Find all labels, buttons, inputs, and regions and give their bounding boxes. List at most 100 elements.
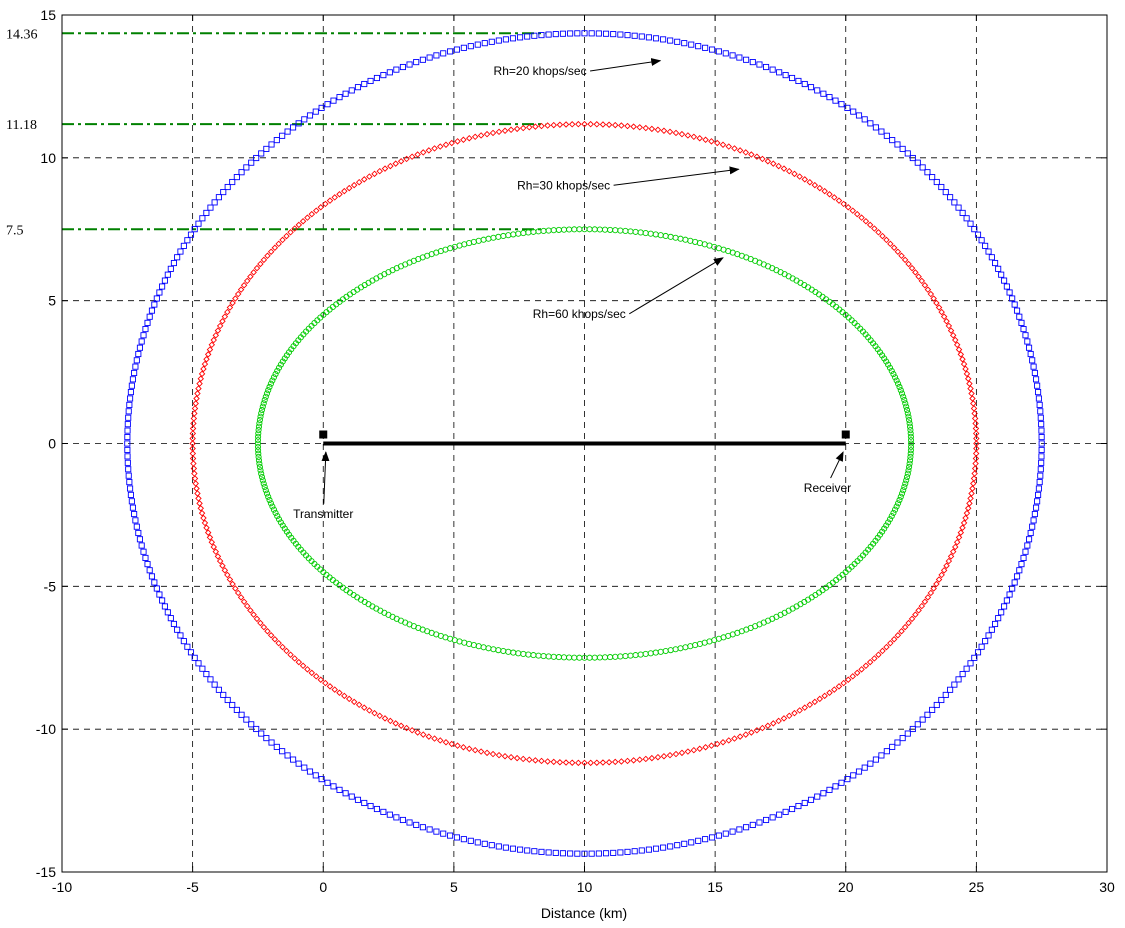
- data-point: [453, 834, 460, 841]
- data-point: [907, 443, 915, 450]
- data-point: [907, 426, 914, 434]
- data-point: [927, 589, 935, 597]
- data-point: [924, 286, 932, 293]
- data-point: [1038, 440, 1045, 447]
- data-point: [776, 811, 783, 818]
- data-point: [970, 480, 977, 487]
- data-point: [748, 729, 755, 736]
- data-point: [875, 651, 882, 658]
- annotation-arrow: [590, 58, 662, 72]
- data-point: [238, 711, 245, 718]
- annotation-label: Receiver: [804, 481, 851, 495]
- data-point: [345, 695, 353, 703]
- data-point: [201, 360, 209, 368]
- data-point: [156, 591, 163, 598]
- data-point: [889, 743, 896, 750]
- data-point: [967, 385, 974, 392]
- data-point: [796, 707, 803, 714]
- data-point: [371, 170, 378, 178]
- data-point: [966, 500, 973, 507]
- data-point: [957, 351, 965, 358]
- data-point: [900, 487, 907, 494]
- data-point: [801, 799, 808, 807]
- data-point: [387, 717, 394, 725]
- data-point: [709, 46, 716, 53]
- data-point: [933, 580, 940, 588]
- data-point: [1027, 350, 1034, 358]
- data-point: [905, 413, 912, 420]
- data-point: [898, 490, 906, 497]
- data-point: [240, 282, 248, 289]
- data-point: [743, 824, 750, 831]
- data-point: [930, 295, 937, 302]
- data-point: [1009, 585, 1016, 592]
- annotation-label: Rh=30 khops/sec: [517, 178, 610, 192]
- data-point: [612, 121, 619, 129]
- data-point: [146, 567, 153, 574]
- series-group: [124, 30, 1045, 857]
- series-3: [254, 226, 915, 661]
- data-point: [714, 740, 721, 748]
- data-point: [216, 557, 224, 565]
- data-point: [1027, 529, 1034, 537]
- data-point: [361, 80, 368, 88]
- data-point: [269, 377, 276, 384]
- data-point: [481, 840, 488, 847]
- data-point: [201, 519, 209, 527]
- data-point: [786, 167, 793, 175]
- data-point: [386, 811, 393, 818]
- data-point: [483, 749, 491, 757]
- data-point: [336, 786, 343, 793]
- data-point: [667, 843, 674, 850]
- data-point: [872, 756, 879, 763]
- data-point: [672, 750, 680, 758]
- data-point: [654, 126, 662, 134]
- data-point: [283, 647, 290, 655]
- data-point: [261, 397, 268, 404]
- data-point: [660, 844, 667, 851]
- data-point: [654, 753, 662, 761]
- data-point: [406, 61, 413, 68]
- data-point: [1037, 472, 1044, 479]
- data-point: [898, 252, 905, 260]
- data-point: [260, 623, 268, 631]
- data-point: [719, 739, 727, 746]
- data-point: [260, 400, 267, 407]
- data-point: [970, 400, 977, 407]
- data-point: [238, 169, 245, 176]
- data-point: [550, 758, 557, 766]
- data-point: [992, 259, 999, 267]
- y-tick-label: 10: [40, 150, 56, 166]
- data-point: [207, 204, 214, 211]
- data-point: [963, 215, 970, 222]
- data-point: [1009, 295, 1016, 302]
- data-point: [838, 779, 845, 786]
- data-point: [275, 364, 283, 371]
- y-tick-label: -5: [44, 578, 57, 594]
- data-point: [267, 248, 275, 255]
- data-point: [885, 519, 892, 526]
- data-point: [736, 147, 744, 154]
- data-point: [878, 752, 885, 759]
- data-point: [678, 749, 686, 757]
- data-point: [322, 679, 329, 687]
- data-point: [224, 696, 231, 704]
- data-point: [947, 327, 955, 334]
- data-point: [187, 649, 195, 656]
- data-point: [324, 101, 331, 108]
- data-point: [971, 465, 979, 472]
- data-point: [567, 850, 574, 857]
- data-point: [413, 821, 420, 828]
- data-point: [399, 816, 406, 824]
- data-point: [1031, 510, 1038, 518]
- data-point: [318, 776, 325, 783]
- data-point: [1024, 338, 1031, 345]
- data-point: [952, 543, 959, 551]
- data-point: [167, 265, 174, 272]
- data-point: [224, 308, 231, 316]
- data-point: [431, 145, 438, 152]
- data-point: [144, 561, 151, 568]
- data-point: [908, 264, 916, 272]
- data-point: [198, 370, 206, 378]
- data-point: [495, 843, 502, 850]
